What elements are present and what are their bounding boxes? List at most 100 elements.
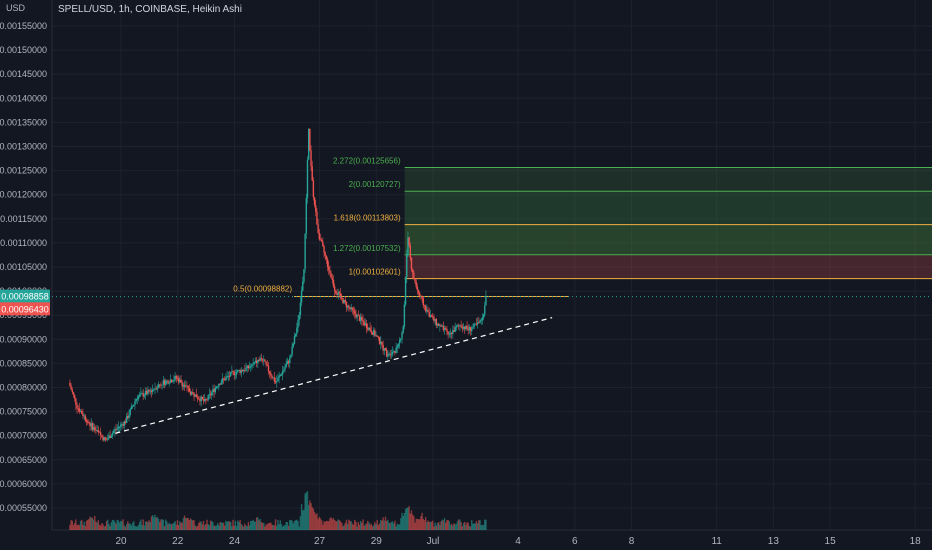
candle-body [94,427,96,431]
volume-bar [349,520,351,530]
candle-body [382,345,384,351]
volume-bar [462,523,465,530]
volume-bar [368,522,370,530]
volume-bar [229,521,232,530]
candle-body [363,321,365,326]
volume-bar [89,516,91,530]
candle-body [358,315,361,321]
volume-bar [306,491,309,530]
candle-body [436,324,439,326]
volume-bar [332,517,335,530]
candle-body [169,379,172,383]
fib-level-label: 1(0.00102601) [349,268,401,277]
candle-body [426,310,428,312]
candle-body [200,396,202,402]
candle-body [120,424,122,427]
candle-body [349,307,351,310]
candle-body [315,205,317,212]
volume-bar [326,520,329,530]
volume-bar [268,522,271,530]
volume-bar [188,520,191,530]
candle-body [316,211,318,225]
volume-bar [433,526,435,530]
candle-body [235,372,238,375]
volume-bar [356,526,358,530]
candle-body [144,390,147,396]
candle-body [253,362,256,364]
volume-bar [437,521,440,530]
candle-body [430,315,433,317]
volume-bar [342,526,344,530]
volume-bar [401,512,403,530]
candle-body [458,325,460,327]
candle-body [355,314,357,318]
volume-bar [316,513,318,530]
volume-bar [149,522,152,530]
volume-bar [231,526,233,530]
x-tick-label: 4 [515,536,521,547]
volume-bar [416,518,419,530]
candle-body [460,325,462,327]
volume-bar [222,522,225,530]
volume-bar [224,525,226,530]
candle-body [410,257,413,270]
volume-bar [251,521,253,530]
candle-body [485,295,487,306]
candle-body [233,371,235,376]
y-tick-label: 0.00150000 [0,45,47,55]
volume-bar [253,521,256,530]
volume-bar [452,525,454,530]
candle-body [281,370,284,375]
candle-body [131,406,134,408]
volume-bar [179,521,181,530]
volume-bar [220,522,222,530]
candle-body [384,348,387,351]
volume-bar [198,522,200,530]
candle-body [364,323,367,326]
candle-body [76,404,78,409]
candle-body [251,364,253,366]
candle-body [411,269,414,273]
candle-body [254,360,257,363]
x-tick-label: 8 [629,536,635,547]
volume-bar [424,516,427,530]
volume-bar [300,504,303,530]
x-tick-label: 22 [172,536,184,547]
volume-bar [151,515,154,530]
volume-bar [209,520,212,530]
candle-body [468,327,471,331]
volume-bar [193,520,195,530]
volume-bar [242,526,245,530]
candle-body [260,358,263,360]
volume-bar [131,522,134,530]
volume-bar [214,525,217,530]
volume-bar [302,510,304,530]
candle-body [388,353,390,355]
candle-body [357,314,360,316]
candle-body [479,320,481,323]
candle-body [231,371,233,373]
candle-body [352,309,355,311]
volume-bar [319,518,322,530]
volume-bar [147,522,149,530]
x-tick-label: 13 [768,536,780,547]
candle-body [296,327,298,334]
candle-body [422,298,425,306]
fib-level-label: 2.272(0.00125656) [333,156,401,165]
volume-bar [361,522,363,530]
volume-bar [129,523,131,530]
candle-body [118,426,121,428]
candle-body [111,433,114,436]
candle-body [228,375,231,377]
candle-body [299,302,302,315]
volume-bar [292,523,295,530]
volume-bar [376,520,378,530]
candle-body [401,332,403,339]
volume-bar [385,521,388,530]
candle-body [284,367,286,370]
volume-bar [176,520,179,530]
candle-body [160,384,162,386]
candle-body [95,430,97,432]
